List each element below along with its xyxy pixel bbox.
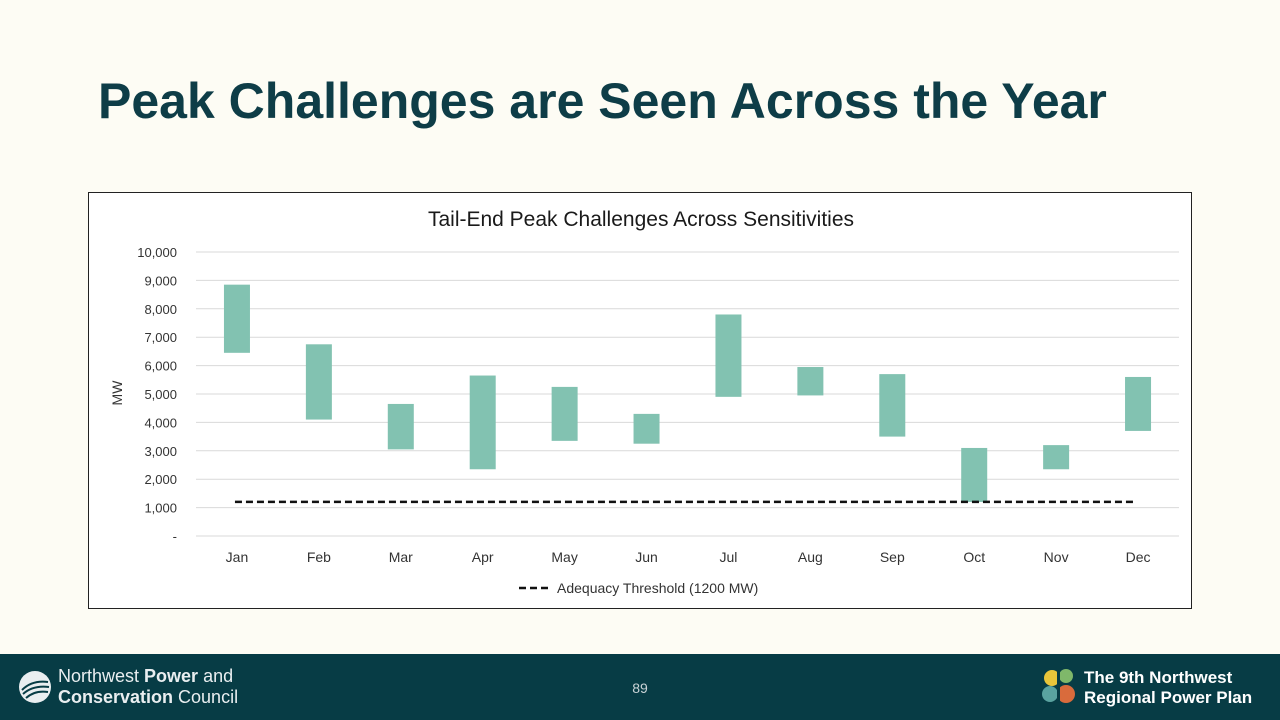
range-bar-feb (305, 344, 332, 420)
range-bar-jan (223, 284, 250, 353)
council-name: Northwest Power and Conservation Council (58, 666, 238, 708)
x-tick-label: Jan (226, 549, 249, 565)
range-chart: Tail-End Peak Challenges Across Sensitiv… (109, 208, 1179, 596)
plan-name-line: Regional Power Plan (1084, 688, 1253, 707)
power-plan-logo-icon (1042, 669, 1075, 704)
page-number: 89 (632, 680, 648, 696)
y-tick-label: 8,000 (144, 302, 177, 317)
range-bar-apr (469, 375, 496, 470)
range-bar-aug (797, 367, 824, 396)
range-bar-sep (879, 374, 906, 437)
y-tick-label: 9,000 (144, 273, 177, 288)
gridlines (196, 251, 1179, 537)
power-plan-name: The 9th Northwest Regional Power Plan (1084, 668, 1252, 708)
x-tick-label: Mar (389, 549, 413, 565)
slide-title: Peak Challenges are Seen Across the Year (98, 73, 1107, 129)
council-logo-icon (19, 671, 51, 703)
x-tick-label: Nov (1044, 549, 1069, 565)
org-name-bold: Conservation (58, 687, 174, 707)
y-tick-labels: - 1,000 2,000 3,000 4,000 5,000 6,000 7,000 8,00… (137, 245, 177, 544)
legend-label: Adequacy Threshold (1200 MW) (557, 580, 758, 596)
chart-title: Tail-End Peak Challenges Across Sensitiv… (428, 208, 854, 231)
chart-panel: Tail-End Peak Challenges Across Sensitiv… (88, 192, 1192, 609)
range-bars (223, 284, 1152, 502)
y-tick-label: 6,000 (144, 359, 177, 374)
range-bar-may (551, 386, 578, 441)
x-tick-label: Aug (798, 549, 823, 565)
x-tick-label: Oct (963, 549, 985, 565)
y-tick-label: - (173, 529, 177, 544)
range-bar-jun (633, 413, 660, 444)
footer-bar: Northwest Power and Conservation Council… (0, 654, 1280, 720)
org-name-bold: Power (144, 666, 199, 686)
y-tick-label: 5,000 (144, 387, 177, 402)
x-tick-labels: Jan Feb Mar Apr May Jun Jul Aug Sep Oct Nov Dec (226, 549, 1151, 565)
x-tick-label: May (551, 549, 577, 565)
x-tick-label: Dec (1126, 549, 1151, 565)
y-tick-label: 2,000 (144, 472, 177, 487)
plan-name-line: The 9th Northwest (1084, 668, 1233, 687)
y-tick-label: 10,000 (137, 245, 177, 260)
org-name-part: Council (173, 687, 239, 707)
x-tick-label: Jul (720, 549, 738, 565)
x-tick-label: Feb (307, 549, 331, 565)
x-tick-label: Jun (635, 549, 658, 565)
range-bar-dec (1125, 376, 1152, 431)
range-bar-mar (387, 403, 414, 450)
range-bar-nov (1043, 445, 1070, 470)
legend: Adequacy Threshold (1200 MW) (519, 580, 758, 596)
org-name-part: and (198, 666, 234, 686)
x-tick-label: Apr (472, 549, 494, 565)
range-bar-oct (961, 447, 988, 502)
y-tick-label: 1,000 (144, 501, 177, 516)
y-axis-label: MW (109, 380, 125, 406)
x-tick-label: Sep (880, 549, 905, 565)
y-tick-label: 4,000 (144, 415, 177, 430)
y-tick-label: 7,000 (144, 330, 177, 345)
y-tick-label: 3,000 (144, 444, 177, 459)
org-name-part: Northwest (58, 666, 145, 686)
range-bar-jul (715, 314, 742, 397)
